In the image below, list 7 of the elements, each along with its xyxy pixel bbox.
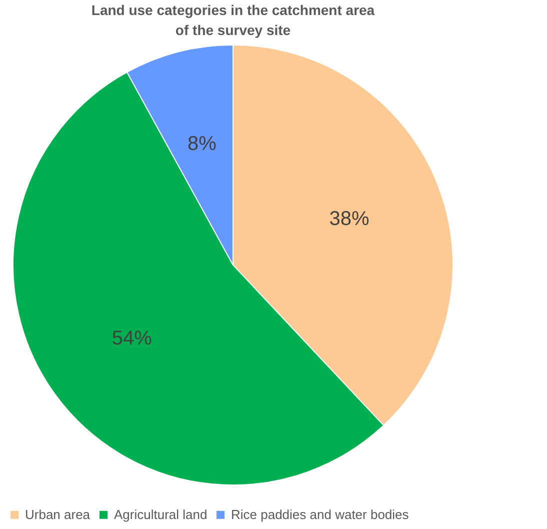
legend-label: Rice paddies and water bodies	[231, 506, 410, 522]
legend-label: Urban area	[25, 506, 91, 522]
legend-label: Agricultural land	[114, 506, 208, 522]
chart-title: Land use categories in the catchment area of the survey site	[91, 2, 375, 38]
data-label: 38%	[329, 208, 370, 230]
data-label: 54%	[112, 327, 152, 350]
data-label: 8%	[187, 132, 217, 155]
